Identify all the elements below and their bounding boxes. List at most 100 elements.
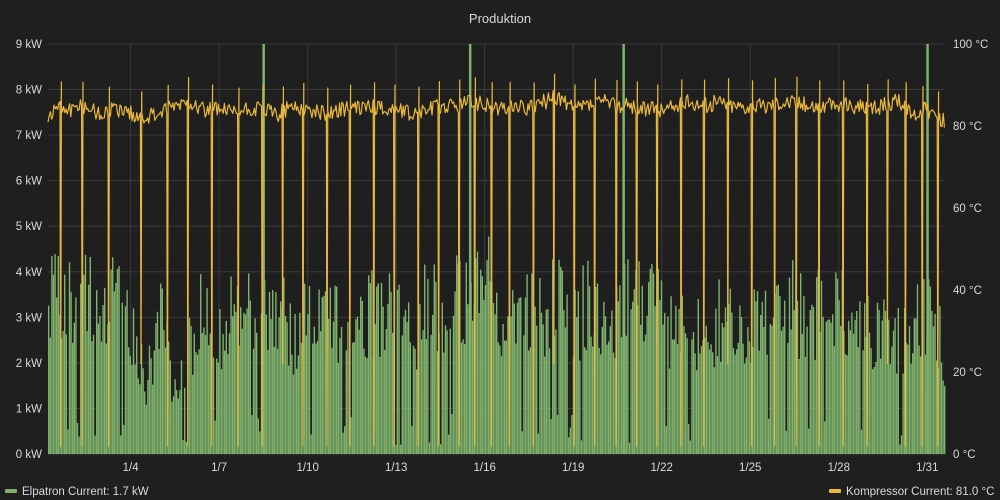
elpatron-bar xyxy=(646,315,648,454)
elpatron-bar xyxy=(142,368,144,454)
elpatron-bar xyxy=(188,317,191,454)
elpatron-bar xyxy=(478,313,480,454)
elpatron-bar xyxy=(420,339,423,454)
elpatron-bar xyxy=(880,358,882,454)
elpatron-bar xyxy=(860,429,863,454)
elpatron-bar xyxy=(400,444,402,454)
elpatron-bar xyxy=(376,286,378,454)
x-tick-label: 1/13 xyxy=(385,462,407,474)
elpatron-bar xyxy=(808,428,810,454)
elpatron-bar xyxy=(744,363,746,454)
elpatron-bar xyxy=(779,296,781,454)
elpatron-bar xyxy=(54,254,56,454)
elpatron-bar xyxy=(444,325,447,454)
elpatron-bar xyxy=(177,398,179,454)
elpatron-bar xyxy=(811,304,813,454)
elpatron-bar xyxy=(408,302,410,454)
elpatron-bar xyxy=(363,348,365,454)
elpatron-bar xyxy=(507,316,509,454)
elpatron-bar xyxy=(139,384,141,454)
elpatron-bar xyxy=(300,342,303,454)
elpatron-bar xyxy=(556,414,559,454)
elpatron-bar xyxy=(521,431,523,454)
elpatron-bar xyxy=(51,255,53,454)
y-left-tick-label: 4 kW xyxy=(16,267,42,279)
elpatron-bar xyxy=(619,285,621,454)
elpatron-bar xyxy=(296,368,298,454)
elpatron-bar xyxy=(68,262,71,454)
elpatron-bar xyxy=(652,273,655,454)
elpatron-bar xyxy=(832,314,834,454)
elpatron-bar xyxy=(94,435,96,454)
elpatron-bar xyxy=(833,346,835,454)
elpatron-bar xyxy=(99,316,101,454)
elpatron-bar xyxy=(128,347,130,454)
elpatron-bar xyxy=(265,314,267,454)
elpatron-bar xyxy=(75,297,77,454)
elpatron-bar xyxy=(760,315,762,454)
elpatron-bar xyxy=(750,362,752,454)
elpatron-bar xyxy=(404,309,407,454)
elpatron-bar xyxy=(792,260,794,454)
elpatron-bar xyxy=(160,283,162,454)
elpatron-bar xyxy=(876,302,879,454)
elpatron-bar xyxy=(227,354,229,454)
elpatron-bar xyxy=(510,316,512,454)
elpatron-bar xyxy=(609,326,611,454)
elpatron-bar xyxy=(657,268,659,454)
elpatron-bar xyxy=(512,290,514,454)
elpatron-bar xyxy=(339,338,341,454)
elpatron-bar xyxy=(564,327,567,454)
y-right-tick-label: 20 °C xyxy=(953,367,982,379)
elpatron-bar xyxy=(102,305,104,454)
elpatron-bar xyxy=(561,270,563,454)
elpatron-bar xyxy=(864,303,866,454)
elpatron-bar xyxy=(364,356,367,454)
elpatron-bar xyxy=(494,314,496,454)
y-left-tick-label: 1 kW xyxy=(16,403,42,415)
elpatron-bar xyxy=(201,333,203,454)
elpatron-bar xyxy=(678,309,680,454)
elpatron-bar xyxy=(780,330,783,454)
elpatron-bar xyxy=(820,280,823,454)
elpatron-bar xyxy=(566,294,568,454)
y-right-tick-label: 40 °C xyxy=(953,285,982,297)
elpatron-bar xyxy=(233,304,235,454)
elpatron-bar xyxy=(769,323,771,454)
elpatron-bar xyxy=(915,318,917,454)
elpatron-bar xyxy=(483,299,485,454)
elpatron-bar xyxy=(252,348,255,454)
elpatron-bar xyxy=(72,342,74,454)
elpatron-bar xyxy=(787,342,789,454)
elpatron-bar xyxy=(292,374,295,454)
elpatron-bar xyxy=(620,337,623,454)
elpatron-bar xyxy=(315,343,317,454)
legend-item-kompressor[interactable]: Kompressor Current: 81.0 °C xyxy=(829,486,994,498)
elpatron-bar xyxy=(704,337,706,454)
elpatron-bar xyxy=(715,308,717,454)
elpatron-bar xyxy=(353,342,355,454)
elpatron-bar xyxy=(60,338,63,454)
elpatron-bar xyxy=(456,255,458,454)
elpatron-bar xyxy=(628,442,631,454)
elpatron-bar xyxy=(203,327,205,454)
elpatron-bar xyxy=(161,288,163,454)
elpatron-bar xyxy=(569,427,571,454)
elpatron-bar xyxy=(932,326,935,454)
elpatron-bar xyxy=(48,305,50,454)
elpatron-bar xyxy=(462,339,464,454)
elpatron-bar xyxy=(480,269,482,454)
elpatron-bar xyxy=(179,390,181,454)
elpatron-bar xyxy=(49,337,51,454)
elpatron-bar xyxy=(696,370,698,454)
panel-title[interactable]: Produktion xyxy=(469,11,531,26)
elpatron-bar xyxy=(604,316,607,454)
elpatron-bar xyxy=(835,272,837,454)
elpatron-bar xyxy=(763,327,765,454)
legend-item-elpatron[interactable]: Elpatron Current: 1.7 kW xyxy=(5,486,149,498)
elpatron-bar xyxy=(305,335,307,454)
elpatron-bar xyxy=(355,319,357,454)
elpatron-bar xyxy=(888,319,890,454)
elpatron-bar xyxy=(552,259,554,454)
elpatron-bar xyxy=(846,355,848,454)
